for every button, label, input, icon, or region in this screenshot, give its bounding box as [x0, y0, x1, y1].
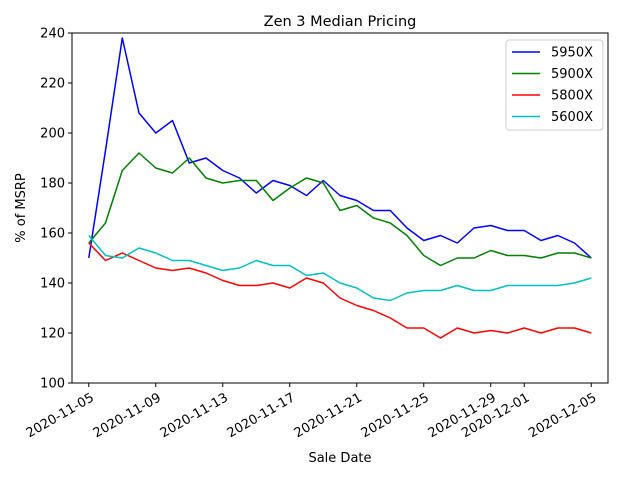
legend-entry: 5900X	[551, 67, 593, 82]
y-tick-label: 220	[40, 77, 65, 92]
legend-entry: 5600X	[551, 110, 593, 125]
series-line-5950X	[88, 37, 592, 259]
x-axis-label: Sale Date	[308, 451, 371, 466]
plot-frame	[71, 32, 609, 384]
y-tick-label: 200	[40, 127, 65, 142]
y-axis-label: % of MSRP	[14, 173, 29, 243]
y-tick-label: 180	[40, 177, 65, 192]
chart-title: Zen 3 Median Pricing	[264, 14, 417, 30]
legend-entry: 5950X	[551, 46, 593, 61]
series-line-5600X	[88, 235, 592, 302]
y-tick-label: 100	[40, 377, 65, 392]
y-tick-label: 140	[40, 277, 65, 292]
y-tick-label: 240	[40, 27, 65, 42]
series-lines	[88, 37, 592, 339]
series-line-5800X	[88, 242, 592, 339]
y-axis-ticks: 100 120 140 160 180 200 220 240	[40, 27, 72, 392]
y-tick-label: 120	[40, 327, 65, 342]
legend: 5950X 5900X 5800X 5600X	[505, 39, 604, 131]
series-line-5900X	[88, 152, 592, 267]
legend-box	[505, 39, 604, 131]
y-tick-label: 160	[40, 227, 65, 242]
legend-entry: 5800X	[551, 89, 593, 104]
